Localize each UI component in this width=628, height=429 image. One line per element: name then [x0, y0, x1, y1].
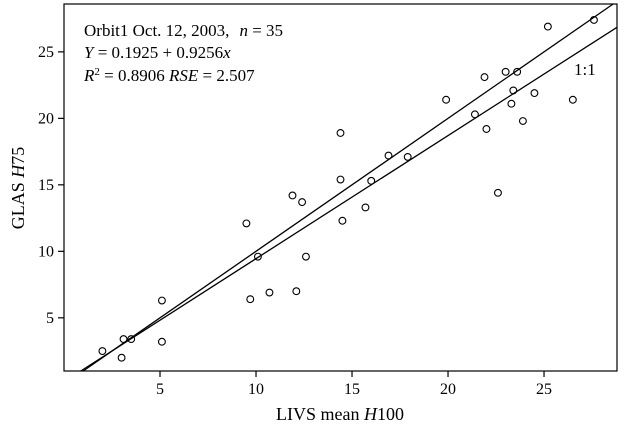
annotation-line-3: R2 = 0.8906 RSE = 2.507 [83, 66, 255, 85]
data-point [246, 295, 255, 304]
y-axis-label-prefix: GLAS [8, 178, 28, 230]
annotation-n-value: = 35 [248, 21, 283, 40]
data-point [119, 335, 128, 344]
x-axis-label-var: H [363, 404, 378, 424]
data-point [361, 203, 370, 212]
data-point [336, 175, 345, 184]
x-axis-label-suffix: 100 [377, 404, 404, 424]
data-point [367, 176, 376, 185]
y-tick-label: 5 [46, 310, 54, 327]
data-points [98, 16, 598, 362]
x-tick-label: 15 [344, 381, 360, 398]
data-point [384, 151, 393, 160]
x-tick-label: 10 [248, 381, 264, 398]
data-point [470, 110, 479, 119]
data-point [442, 95, 451, 104]
data-point [298, 198, 307, 207]
fit-lines [80, 3, 618, 372]
data-point [253, 252, 262, 261]
y-tick-label: 20 [38, 110, 54, 127]
data-point [288, 191, 297, 200]
data-point [494, 188, 502, 197]
data-point [157, 337, 166, 346]
x-tick-label: 20 [440, 381, 456, 398]
y-axis-label-var: H [8, 164, 28, 179]
data-point [127, 335, 136, 344]
data-point [507, 99, 516, 108]
regression-line [80, 26, 618, 372]
x-tick-label: 5 [156, 381, 164, 398]
x-axis-label-prefix: LIVS mean [276, 404, 364, 424]
y-axis-label: GLAS H75 [8, 147, 28, 230]
annotation-rse-symbol: RSE [168, 66, 199, 85]
data-point [336, 129, 345, 137]
y-tick-label: 10 [38, 243, 54, 260]
data-point [242, 219, 251, 228]
annotation-x-symbol: x [222, 43, 231, 62]
annotation-line-1: Orbit1 Oct. 12, 2003, n = 35 [84, 21, 283, 40]
annotation-r2-value: = 0.8906 [100, 66, 169, 85]
data-point [501, 67, 510, 76]
one-to-one-label: 1:1 [574, 60, 596, 79]
y-tick-label: 15 [38, 177, 54, 194]
y-axis-label-suffix: 75 [8, 147, 28, 165]
one-to-one-line [82, 3, 614, 372]
annotation-n-symbol: n [239, 21, 248, 40]
y-tick-label: 25 [38, 44, 54, 61]
data-point [568, 95, 577, 104]
data-point [530, 89, 539, 98]
annotation-line-2: Y = 0.1925 + 0.9256x [84, 43, 231, 62]
data-point [292, 287, 301, 296]
axis-ticks: 5 10 15 20 25 5 10 15 20 25 [38, 44, 552, 398]
data-point [513, 67, 522, 76]
data-point [480, 73, 489, 82]
data-point [338, 216, 347, 225]
x-axis-label: LIVS mean H100 [276, 404, 404, 424]
data-point [117, 353, 126, 362]
data-point [509, 86, 518, 95]
data-point [543, 22, 552, 31]
data-point [301, 252, 310, 261]
annotation-y-symbol: Y [84, 43, 95, 62]
annotation-orbit-date: Orbit1 Oct. 12, 2003, [84, 21, 229, 40]
data-point [518, 117, 527, 125]
annotation-rse-value: = 2.507 [198, 66, 255, 85]
data-point [482, 125, 491, 133]
data-point [403, 152, 412, 161]
data-point [265, 288, 274, 297]
annotation-r-superscript: 2 [94, 66, 100, 78]
data-point [98, 347, 107, 356]
plot-frame [63, 3, 618, 372]
x-tick-label: 25 [536, 381, 552, 398]
data-point [157, 296, 166, 305]
annotation-r-symbol: R [83, 66, 95, 85]
data-point [590, 16, 598, 24]
annotation-equation: = 0.1925 + 0.9256 [93, 43, 223, 62]
